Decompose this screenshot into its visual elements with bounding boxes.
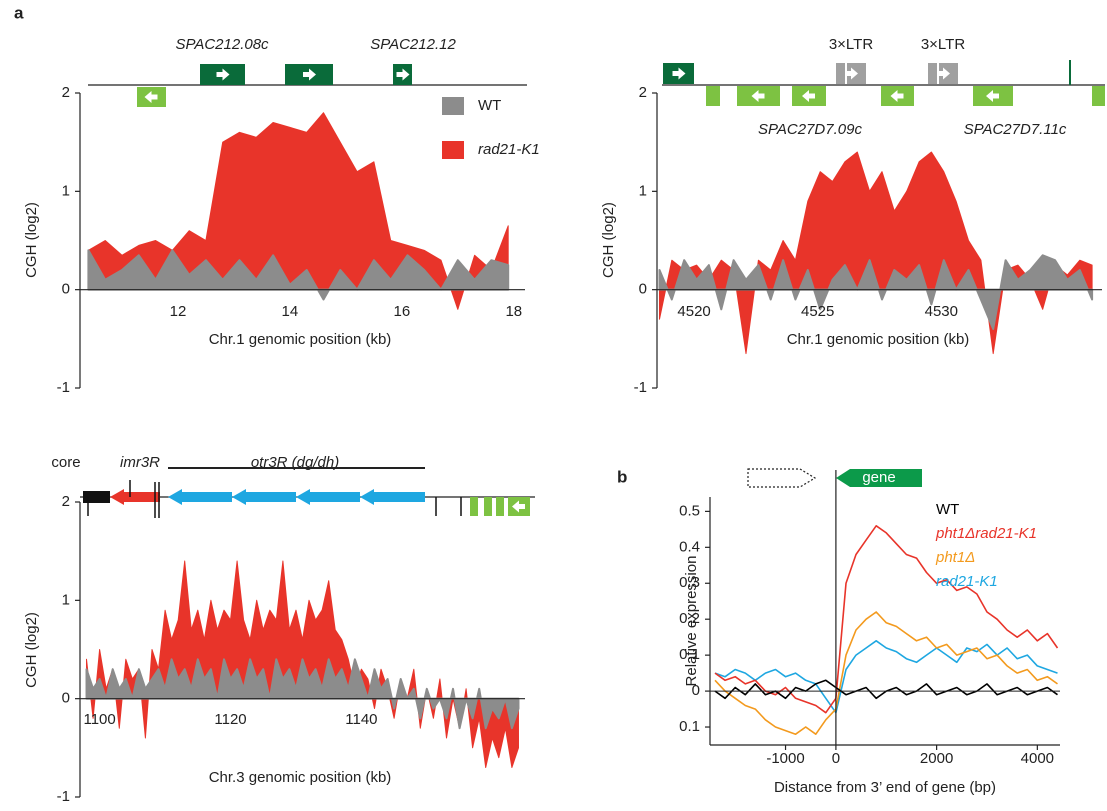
gene-box bbox=[496, 497, 504, 516]
legend-label: rad21-K1 bbox=[936, 573, 998, 590]
gene-arrow bbox=[986, 90, 999, 102]
x-tick-label: 14 bbox=[282, 303, 299, 320]
gene-arrow bbox=[802, 90, 815, 102]
x-axis-label: Chr.3 genomic position (kb) bbox=[209, 769, 392, 786]
panel-label: b bbox=[617, 467, 627, 486]
gene-box bbox=[484, 497, 492, 516]
area bbox=[658, 254, 1094, 330]
x-tick-label: 1120 bbox=[214, 711, 246, 728]
gene-arrow bbox=[303, 68, 316, 81]
y-tick-label: -1 bbox=[57, 379, 70, 396]
gene-arrow bbox=[512, 500, 525, 513]
y-tick-label: 2 bbox=[62, 84, 70, 101]
gene-arrow bbox=[672, 67, 686, 80]
annotation: SPAC27D7.09c bbox=[758, 121, 862, 138]
x-tick-label: -1000 bbox=[766, 750, 804, 767]
y-tick-label: 0 bbox=[692, 682, 700, 699]
y-tick-label: 0 bbox=[62, 281, 70, 298]
area bbox=[85, 658, 520, 730]
legend-swatch bbox=[442, 141, 464, 159]
line bbox=[714, 611, 1058, 735]
annotation: SPAC27D7.11c bbox=[964, 121, 1067, 138]
annotation: otr3R (dg/dh) bbox=[251, 454, 339, 471]
repeat-arrow bbox=[232, 489, 296, 505]
x-tick-label: 4520 bbox=[677, 303, 710, 320]
x-axis-label: Chr.1 genomic position (kb) bbox=[787, 331, 970, 348]
gene-box bbox=[83, 491, 110, 503]
annotation: 3×LTR bbox=[829, 36, 873, 53]
y-tick-label: 0.2 bbox=[679, 610, 700, 627]
annotation: 3×LTR bbox=[921, 36, 965, 53]
x-axis-label: Distance from 3’ end of gene (bp) bbox=[774, 779, 996, 796]
line bbox=[714, 679, 1058, 700]
gene-arrow bbox=[845, 67, 858, 80]
y-tick-label: 0 bbox=[62, 690, 70, 707]
legend-label: pht1Δrad21-K1 bbox=[935, 525, 1037, 542]
x-axis-label: Chr.1 genomic position (kb) bbox=[209, 331, 392, 348]
gene-box bbox=[1092, 86, 1105, 106]
legend-label: pht1Δ bbox=[935, 549, 975, 566]
repeat-arrow bbox=[296, 489, 360, 505]
gene-arrow bbox=[937, 67, 950, 80]
legend-label: WT bbox=[478, 97, 501, 114]
annotation: core bbox=[51, 454, 80, 471]
annotation: SPAC212.12 bbox=[370, 36, 456, 53]
gene-box bbox=[470, 497, 478, 516]
gene-arrow bbox=[396, 68, 410, 81]
y-tick-label: 0.5 bbox=[679, 502, 700, 519]
y-axis-label: CGH (log2) bbox=[23, 612, 40, 688]
line bbox=[714, 525, 1059, 714]
y-tick-label: -1 bbox=[57, 788, 70, 805]
y-axis-label: Relative expression bbox=[683, 556, 700, 687]
y-tick-label: 0.1 bbox=[679, 718, 700, 735]
legend-swatch bbox=[442, 97, 464, 115]
y-axis-label: CGH (log2) bbox=[23, 202, 40, 278]
panel-label: a bbox=[14, 3, 24, 22]
upstream-gene bbox=[747, 468, 817, 488]
y-tick-label: -1 bbox=[634, 379, 647, 396]
gene-arrow-box bbox=[836, 469, 922, 487]
line bbox=[714, 640, 1058, 714]
gene-box bbox=[706, 86, 720, 106]
gene-arrow bbox=[144, 91, 158, 103]
y-tick-label: 0.3 bbox=[679, 574, 700, 591]
legend-label: rad21-K1 bbox=[478, 141, 540, 158]
annotation: SPAC212.08c bbox=[175, 36, 269, 53]
gene-arrow bbox=[216, 68, 230, 81]
y-tick-label: 1 bbox=[62, 591, 70, 608]
repeat-arrow bbox=[360, 489, 425, 505]
y-tick-label: 0.1 bbox=[679, 646, 700, 663]
x-tick-label: 4000 bbox=[1021, 750, 1054, 767]
x-tick-label: 0 bbox=[832, 750, 840, 767]
area bbox=[658, 151, 1093, 355]
x-tick-label: 1100 bbox=[83, 711, 115, 728]
x-tick-label: 4530 bbox=[925, 303, 958, 320]
y-tick-label: 1 bbox=[639, 182, 647, 199]
annotation: imr3R bbox=[120, 454, 160, 471]
y-tick-label: 0 bbox=[639, 281, 647, 298]
x-tick-label: 1140 bbox=[345, 711, 377, 728]
y-tick-label: 2 bbox=[639, 84, 647, 101]
repeat-arrow bbox=[168, 489, 232, 505]
legend-label: WT bbox=[936, 501, 959, 518]
x-tick-label: 2000 bbox=[920, 750, 953, 767]
gene-arrow bbox=[890, 90, 904, 102]
y-tick-label: 1 bbox=[62, 182, 70, 199]
area bbox=[87, 249, 510, 301]
x-tick-label: 16 bbox=[394, 303, 411, 320]
y-axis-label: CGH (log2) bbox=[600, 202, 617, 278]
x-tick-label: 12 bbox=[170, 303, 187, 320]
repeat-arrow bbox=[110, 489, 160, 505]
x-tick-label: 4525 bbox=[801, 303, 834, 320]
x-tick-label: 18 bbox=[505, 303, 522, 320]
y-tick-label: 0.4 bbox=[679, 538, 700, 555]
gene-arrow bbox=[751, 90, 765, 102]
annotation: gene bbox=[862, 469, 895, 486]
y-tick-label: 2 bbox=[62, 493, 70, 510]
